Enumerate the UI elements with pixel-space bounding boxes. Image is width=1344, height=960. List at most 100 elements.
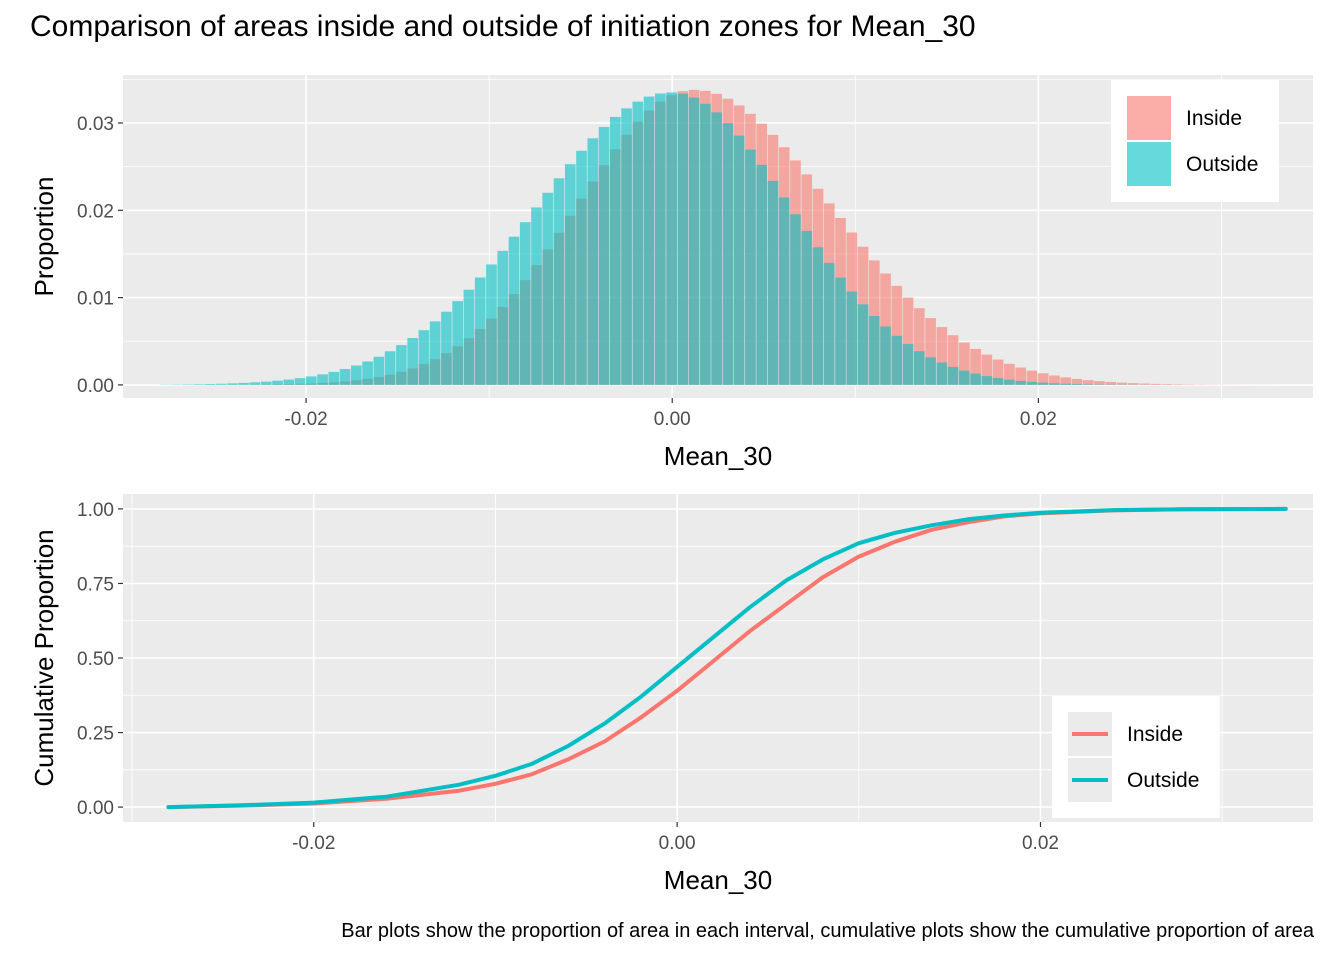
histogram-bar-inside bbox=[1049, 375, 1060, 385]
y-axis-label: Cumulative Proportion bbox=[29, 529, 59, 786]
histogram-bar-inside bbox=[1105, 381, 1117, 385]
histogram-bar-outside bbox=[429, 321, 441, 385]
histogram-bar-outside bbox=[925, 357, 936, 385]
histogram-bar-outside bbox=[1060, 383, 1072, 385]
histogram-bar-outside bbox=[351, 365, 362, 385]
x-tick-label: 0.02 bbox=[1020, 409, 1057, 430]
histogram-bar-outside bbox=[227, 383, 238, 385]
y-tick-label: 0.25 bbox=[77, 724, 114, 745]
histogram-bar-inside bbox=[913, 308, 925, 385]
histogram-bar-outside bbox=[339, 368, 351, 385]
histogram-bar-outside bbox=[328, 371, 340, 385]
legend-label-inside: Inside bbox=[1127, 723, 1183, 746]
histogram-bar-outside bbox=[474, 277, 486, 385]
histogram-bar-outside bbox=[1037, 382, 1049, 385]
y-tick-label: 0.01 bbox=[77, 289, 114, 310]
histogram-bar-inside bbox=[1060, 377, 1072, 385]
histogram-bar-outside bbox=[913, 351, 925, 385]
histogram-bar-outside bbox=[868, 316, 880, 385]
histogram-bar-outside bbox=[823, 262, 835, 385]
histogram-bar-outside bbox=[1015, 380, 1026, 385]
histogram-bar-inside bbox=[1150, 383, 1162, 385]
histogram-bar-outside bbox=[609, 116, 621, 385]
histogram-bar-outside bbox=[384, 351, 396, 385]
y-tick-label: 0.02 bbox=[77, 201, 114, 222]
histogram-bar-outside bbox=[711, 112, 722, 385]
histogram-bar-outside bbox=[204, 384, 216, 385]
histogram-bar-inside bbox=[970, 348, 981, 385]
histogram-bar-outside bbox=[677, 93, 689, 385]
histogram-bar-inside bbox=[936, 327, 948, 385]
histogram-bar-outside bbox=[767, 180, 779, 385]
histogram-bar-outside bbox=[1004, 379, 1015, 385]
histogram-bar-outside bbox=[441, 311, 452, 385]
histogram-bar-outside bbox=[373, 356, 385, 385]
histogram-bar-outside bbox=[283, 379, 295, 385]
y-tick-label: 1.00 bbox=[77, 500, 114, 521]
histogram-bar-outside bbox=[981, 376, 993, 385]
histogram-bar-outside bbox=[722, 123, 734, 385]
histogram-bar-inside bbox=[1082, 380, 1094, 385]
histogram-bar-outside bbox=[778, 197, 790, 385]
histogram-bar-outside bbox=[452, 301, 464, 385]
histogram-bar-inside bbox=[1094, 381, 1105, 385]
histogram-bar-outside bbox=[238, 382, 250, 385]
chart-title: Comparison of areas inside and outside o… bbox=[30, 10, 976, 43]
histogram-bar-outside bbox=[463, 289, 475, 385]
histogram-bar-outside bbox=[519, 222, 531, 385]
histogram-bar-outside bbox=[621, 108, 632, 385]
histogram-bar-outside bbox=[688, 97, 700, 385]
histogram-bar-outside bbox=[891, 335, 903, 385]
histogram-bar-inside bbox=[1004, 363, 1015, 385]
y-tick-label: 0.50 bbox=[77, 649, 114, 670]
histogram-bar-inside bbox=[947, 335, 959, 385]
histogram-bar-outside bbox=[542, 192, 554, 385]
histogram-bar-inside bbox=[1015, 367, 1026, 385]
x-tick-label: -0.02 bbox=[284, 409, 327, 430]
x-tick-label: 0.00 bbox=[654, 409, 691, 430]
y-tick-label: 0.03 bbox=[77, 114, 114, 135]
histogram-bar-inside bbox=[959, 342, 970, 385]
histogram-bar-inside bbox=[891, 285, 903, 385]
histogram-bar-inside bbox=[1037, 373, 1049, 385]
histogram-bar-outside bbox=[1082, 384, 1094, 385]
histogram-bar-outside bbox=[970, 373, 981, 385]
y-tick-label: 0.75 bbox=[77, 574, 114, 595]
y-tick-label: 0.00 bbox=[77, 798, 114, 819]
histogram-bar-outside bbox=[790, 214, 801, 385]
histogram-bar-outside bbox=[992, 378, 1004, 385]
histogram-bar-outside bbox=[294, 378, 306, 385]
histogram-bar-outside bbox=[733, 135, 745, 385]
legend-label-inside: Inside bbox=[1186, 107, 1242, 130]
histogram-bar-outside bbox=[700, 103, 711, 385]
legend: Inside Outside bbox=[1052, 696, 1220, 818]
histogram-panel: -0.02 0.00 0.02 0.00 0.01 0.02 0.03 Mean_30 Prop… bbox=[29, 75, 1313, 471]
histogram-bar-inside bbox=[925, 318, 936, 385]
histogram-bar-outside bbox=[812, 247, 824, 385]
x-tick-label: 0.02 bbox=[1022, 833, 1059, 854]
histogram-bar-outside bbox=[497, 250, 509, 385]
histogram-bar-outside bbox=[632, 101, 644, 385]
histogram-bar-inside bbox=[981, 354, 993, 385]
histogram-bar-outside bbox=[1026, 381, 1038, 385]
histogram-bar-outside bbox=[305, 376, 317, 385]
histogram-bar-outside bbox=[598, 126, 610, 385]
histogram-bar-inside bbox=[1161, 384, 1173, 385]
histogram-bar-outside bbox=[947, 366, 959, 385]
histogram-bar-inside bbox=[1026, 370, 1038, 385]
histogram-bar-outside bbox=[959, 370, 970, 385]
histogram-bar-inside bbox=[1127, 383, 1139, 385]
legend: Inside Outside bbox=[1111, 80, 1279, 202]
legend-label-outside: Outside bbox=[1127, 769, 1199, 792]
legend-label-outside: Outside bbox=[1186, 153, 1258, 176]
histogram-bar-outside bbox=[1071, 384, 1083, 385]
histogram-bar-outside bbox=[317, 374, 328, 385]
histogram-bar-outside bbox=[508, 236, 520, 385]
histogram-bar-inside bbox=[1139, 383, 1150, 385]
legend-key-inside bbox=[1127, 96, 1171, 140]
x-axis-label: Mean_30 bbox=[664, 865, 772, 895]
histogram-bar-outside bbox=[564, 164, 576, 385]
y-tick-label: 0.00 bbox=[77, 376, 114, 397]
y-axis-label: Proportion bbox=[29, 177, 59, 297]
